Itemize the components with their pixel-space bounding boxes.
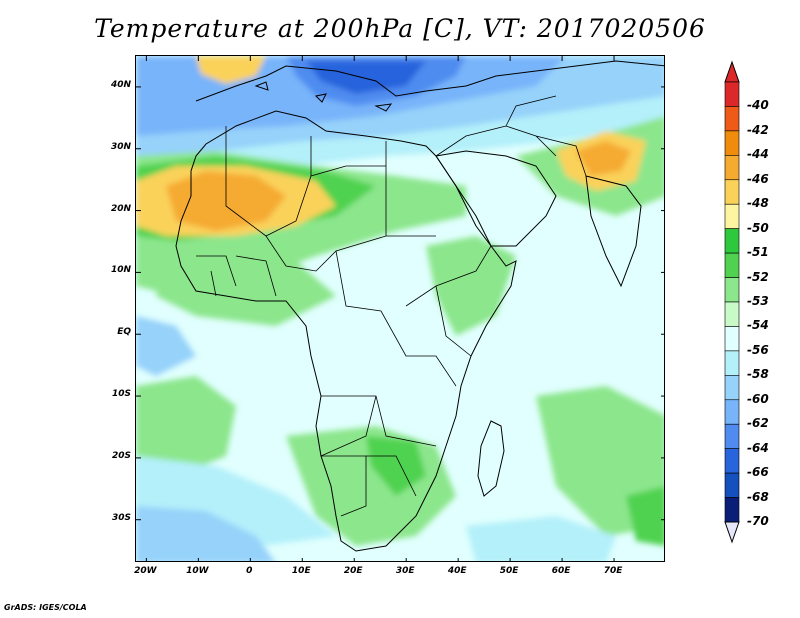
lat-tick-label: 30S — [111, 512, 131, 523]
border-middle-east — [435, 95, 587, 177]
lon-tick-label: 30E — [395, 566, 415, 576]
colorbar-label: -52 — [747, 269, 769, 284]
colorbar-label: -62 — [747, 416, 769, 431]
colorbar-label: -50 — [747, 220, 769, 235]
field-region-east-cold — [466, 516, 616, 561]
lat-tick-label: 20N — [110, 203, 131, 214]
colorbar-segment — [724, 228, 740, 254]
lon-tick-label: 70E — [603, 566, 623, 576]
lat-tick-label: 30N — [110, 141, 131, 152]
colorbar-label: -60 — [747, 391, 769, 406]
colorbar-segment — [724, 155, 740, 181]
axis-ticks — [136, 56, 664, 561]
temperature-field-map — [136, 56, 664, 561]
mediterranean-islands — [254, 81, 393, 112]
border-sahara-2 — [310, 136, 387, 236]
lat-tick-label: 10N — [110, 265, 131, 276]
colorbar-segment — [724, 423, 740, 449]
grads-credit: GrADS: IGES/COLA — [4, 603, 87, 612]
lat-tick-label: 10S — [111, 389, 131, 400]
colorbar-label: -68 — [747, 489, 769, 504]
border-central-3 — [320, 395, 437, 457]
country-borders — [196, 95, 587, 517]
colorbar-segment — [724, 106, 740, 132]
colorbar-label: -53 — [747, 294, 769, 308]
border-east-1 — [405, 245, 492, 357]
colorbar-label: -46 — [747, 171, 769, 186]
colorbar-label: -66 — [747, 465, 769, 480]
field-region-atlantic-green — [136, 376, 236, 476]
lon-tick-label: 60E — [551, 566, 571, 576]
border-sahara-1 — [225, 126, 347, 237]
colorbar-segment — [724, 350, 740, 376]
colorbar-segment — [724, 252, 740, 278]
colorbar-label: -58 — [747, 367, 769, 382]
colorbar-label: -42 — [747, 122, 769, 137]
madagascar-coastline — [477, 420, 505, 497]
colorbar-segment — [724, 179, 740, 205]
border-central-1 — [265, 235, 436, 272]
colorbar-segment — [724, 472, 740, 498]
field-region-south-colder — [136, 506, 275, 561]
colorbar-segment — [724, 326, 740, 352]
lon-tick-label: 10W — [186, 566, 209, 576]
chart-title: Temperature at 200hPa [C], VT: 201702050… — [94, 14, 706, 43]
map-panel — [135, 55, 665, 562]
colorbar-segment — [724, 277, 740, 303]
europe-coastline — [195, 60, 664, 102]
field-region-mediterranean-core — [306, 61, 426, 94]
border-central-2 — [335, 250, 457, 387]
colorbar-bottom-arrow — [724, 521, 740, 544]
border-south-1 — [321, 455, 417, 517]
field-region-iberia-warm — [196, 56, 266, 84]
colorbar — [724, 60, 740, 544]
colorbar-segment — [724, 203, 740, 229]
coastlines — [175, 60, 664, 552]
field-region-india-orange — [576, 141, 631, 176]
border-west-1 — [196, 255, 277, 297]
colorbar-segment — [724, 399, 740, 425]
africa-coastline — [175, 110, 517, 552]
lon-tick-label: 20W — [134, 566, 157, 576]
colorbar-label: -64 — [747, 440, 769, 455]
field-region-horn-green — [426, 236, 516, 336]
colorbar-segment — [724, 81, 740, 107]
lon-tick-label: 10E — [291, 566, 311, 576]
colorbar-label: -54 — [747, 318, 769, 333]
lon-tick-label: 0 — [246, 566, 253, 576]
lat-tick-label: 40N — [110, 79, 131, 90]
india-coastline — [585, 175, 642, 288]
arabia-coastline — [435, 150, 557, 247]
field-region-indian-ocean-dkgreen — [626, 486, 664, 546]
field-region-gulf-guinea — [156, 256, 336, 326]
colorbar-top-arrow — [724, 60, 740, 83]
colorbar-label: -70 — [747, 514, 769, 528]
lon-tick-label: 40E — [447, 566, 467, 576]
colorbar-segment — [724, 497, 740, 523]
lon-tick-label: 20E — [343, 566, 363, 576]
colorbar-segment — [724, 301, 740, 327]
colorbar-label: -40 — [747, 98, 769, 113]
colorbar-label: -51 — [747, 245, 769, 260]
colorbar-label: -56 — [747, 342, 769, 357]
colorbar-segment — [724, 448, 740, 474]
field-region-atlantic-cold — [136, 316, 196, 376]
colorbar-segment — [724, 130, 740, 156]
field-region-south-dkgreen — [366, 436, 426, 496]
lat-tick-label: 20S — [111, 450, 131, 461]
colorbar-label: -48 — [747, 196, 769, 211]
colorbar-segment — [724, 375, 740, 401]
lat-tick-label: EQ — [117, 327, 131, 338]
colorbar-label: -44 — [747, 147, 769, 162]
lon-tick-label: 50E — [499, 566, 519, 576]
